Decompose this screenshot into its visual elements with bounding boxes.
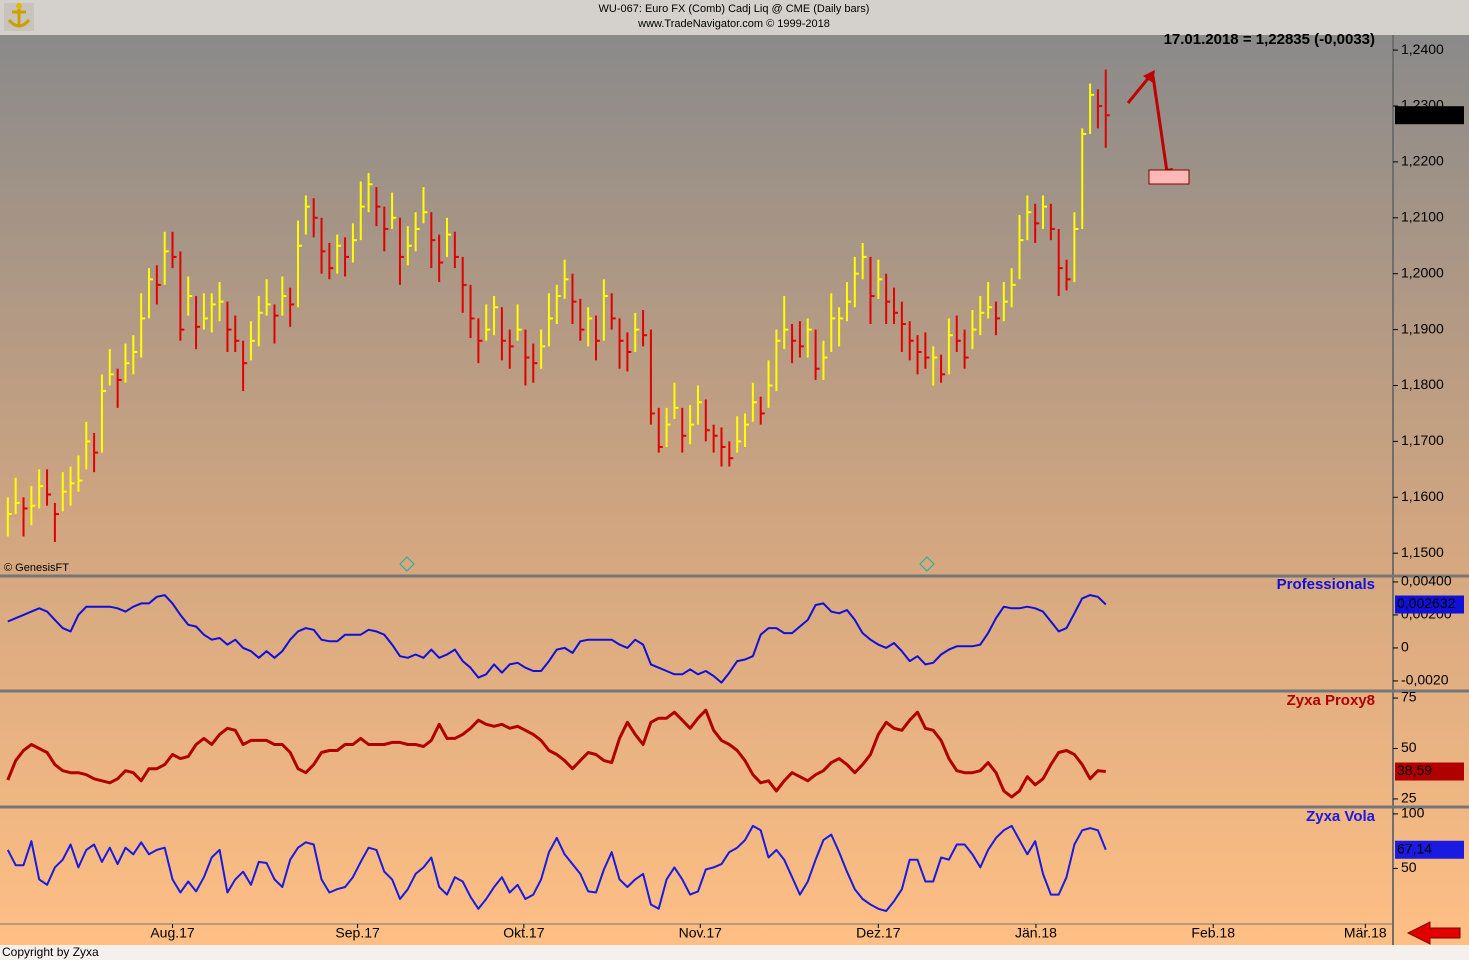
header-title: WU-067: Euro FX (Comb) Cadj Liq @ CME (D… xyxy=(599,3,870,15)
y-tick-label: 1,1500 xyxy=(1401,544,1444,560)
indicator-line xyxy=(7,594,1107,684)
last-value-box xyxy=(1395,762,1464,781)
copyright: Copyright by Zyxa xyxy=(2,945,99,959)
panel-title: Zyxa Proxy8 xyxy=(1287,692,1375,709)
footer-bar xyxy=(0,945,1469,960)
y-tick-label: 1,1600 xyxy=(1401,488,1444,504)
y-tick-label: 100 xyxy=(1401,805,1425,821)
plot-background xyxy=(0,35,1469,945)
x-tick-label: Mär.18 xyxy=(1344,925,1387,941)
y-tick-label: -0,0020 xyxy=(1401,672,1449,688)
last-value-box xyxy=(1395,595,1464,614)
marker-icon xyxy=(399,556,935,572)
y-tick-label: 0 xyxy=(1401,639,1409,655)
x-tick-label: Feb.18 xyxy=(1191,925,1235,941)
indicator-line xyxy=(6,708,1106,799)
x-tick-label: Dez.17 xyxy=(856,925,901,941)
annotation: 17.01.2018 = 1,22835 (-0,0033) xyxy=(1164,31,1375,48)
x-tick-label: Aug.17 xyxy=(150,925,195,941)
y-tick-label: 50 xyxy=(1401,859,1417,875)
last-value-label: 38,59 xyxy=(1397,762,1432,778)
source-note: © GenesisFT xyxy=(4,562,69,574)
y-tick-label: 50 xyxy=(1401,739,1417,755)
header-subtitle: www.TradeNavigator.com © 1999-2018 xyxy=(637,18,830,30)
y-tick-label: 25 xyxy=(1401,790,1417,806)
y-tick-label: 1,2100 xyxy=(1401,208,1444,224)
y-tick-label: 75 xyxy=(1401,689,1417,705)
y-tick-label: 1,2000 xyxy=(1401,264,1444,280)
y-tick-label: 1,1800 xyxy=(1401,376,1444,392)
scroll-arrow[interactable] xyxy=(1406,921,1461,945)
panel-title: Zyxa Vola xyxy=(1306,808,1376,825)
last-value-label: 1,22835 xyxy=(1397,106,1448,122)
y-tick-label: 0,00400 xyxy=(1401,573,1452,589)
indicator-line xyxy=(6,824,1107,912)
x-tick-label: Jän.18 xyxy=(1015,925,1057,941)
x-tick-label: Okt.17 xyxy=(503,925,544,941)
y-tick-label: 1,1900 xyxy=(1401,320,1444,336)
y-tick-label: 1,2400 xyxy=(1401,41,1444,57)
target-box xyxy=(1148,169,1190,185)
header-bar xyxy=(0,0,1469,35)
last-value-box xyxy=(1395,106,1464,125)
last-value-label: 67,14 xyxy=(1397,840,1432,856)
y-tick-label: 1,2200 xyxy=(1401,153,1444,169)
x-tick-label: Sep.17 xyxy=(335,925,380,941)
y-tick-label: 1,1700 xyxy=(1401,432,1444,448)
x-tick-label: Nov.17 xyxy=(679,925,723,941)
last-value-box xyxy=(1395,840,1464,859)
last-value-label: 0,002632 xyxy=(1397,595,1456,611)
panel-title: Professionals xyxy=(1277,576,1375,593)
logo xyxy=(4,3,34,31)
